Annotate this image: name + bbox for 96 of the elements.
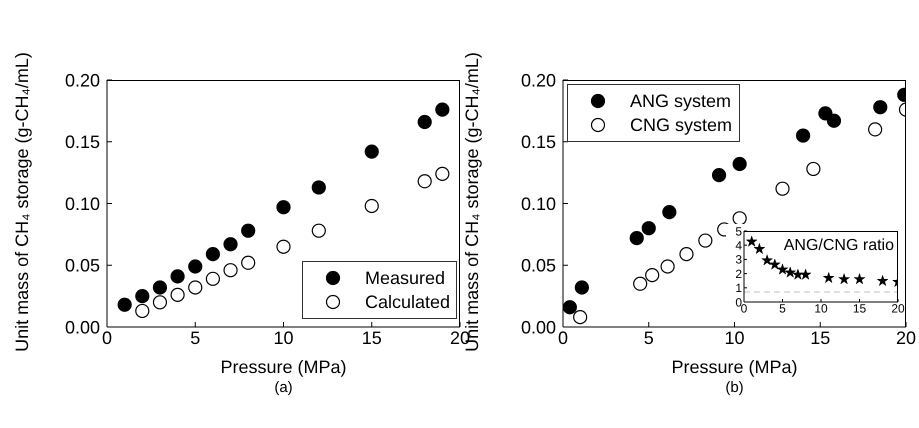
point xyxy=(826,114,842,128)
point xyxy=(800,268,812,280)
point xyxy=(152,280,168,295)
point xyxy=(152,295,168,310)
legend-label: CNG system xyxy=(630,114,732,136)
text: (b) xyxy=(724,379,745,396)
x-tick-label: 10 xyxy=(814,302,828,316)
y-tick-label: 0.20 xyxy=(520,70,556,90)
point xyxy=(645,268,660,282)
point xyxy=(732,156,747,172)
point xyxy=(876,275,888,286)
x-tick-label: 0 xyxy=(102,328,112,348)
x-tick-label: 20 xyxy=(896,328,916,348)
y-tick-label: 4 xyxy=(735,238,742,252)
point xyxy=(712,168,726,182)
point xyxy=(241,256,256,270)
point xyxy=(435,102,450,117)
point xyxy=(679,247,694,262)
point xyxy=(188,280,202,295)
x-axis-title: Pressure (MPa) xyxy=(670,357,799,378)
point xyxy=(868,122,882,136)
text: (a) xyxy=(273,379,294,396)
point xyxy=(135,304,150,318)
point xyxy=(435,166,450,181)
x-tick-label: 20 xyxy=(891,302,905,316)
y-tick-label: 0.10 xyxy=(520,194,556,214)
y-tick-label: 0.15 xyxy=(520,132,556,152)
y-axis-title: Unit mass of CH₄ storage (g-CH₄/mL) xyxy=(12,50,32,354)
y-tick-label: 3 xyxy=(735,252,742,267)
point xyxy=(754,243,766,254)
point xyxy=(563,300,577,314)
x-tick-label: 15 xyxy=(362,328,382,348)
point xyxy=(660,259,675,274)
x-tick-label: 5 xyxy=(779,302,786,316)
point xyxy=(769,258,780,270)
point xyxy=(823,272,834,283)
point xyxy=(873,100,888,114)
point xyxy=(642,221,656,236)
y-tick-label: 0.00 xyxy=(520,317,556,338)
point xyxy=(223,263,238,278)
point xyxy=(276,200,291,214)
point xyxy=(630,230,644,246)
point xyxy=(241,224,256,238)
point xyxy=(312,224,326,238)
y-tick-label: 0.10 xyxy=(64,194,100,214)
x-tick-label: 5 xyxy=(644,328,654,348)
point xyxy=(776,264,788,274)
point xyxy=(276,240,291,254)
x-tick-label: 10 xyxy=(724,328,745,348)
point xyxy=(784,266,796,278)
annotation: ANG/CNG ratio xyxy=(784,237,894,255)
y-tick-label: 5 xyxy=(735,224,742,238)
legend-label: ANG system xyxy=(630,90,732,112)
x-axis-title: Pressure (MPa) xyxy=(219,357,348,378)
point xyxy=(135,289,150,304)
point xyxy=(698,233,712,248)
point xyxy=(633,276,648,291)
x-tick-label: 5 xyxy=(190,328,200,348)
y-tick-label: 2 xyxy=(735,266,742,281)
x-tick-label: 15 xyxy=(810,328,830,348)
point xyxy=(223,237,238,252)
y-tick-label: 0.05 xyxy=(520,256,556,276)
point xyxy=(854,273,866,284)
point xyxy=(418,114,432,130)
point xyxy=(188,259,202,274)
x-tick-label: 0 xyxy=(558,328,568,348)
point xyxy=(118,298,132,312)
point xyxy=(775,182,790,196)
point xyxy=(573,310,588,324)
point xyxy=(761,254,773,266)
legend-label: Measured xyxy=(365,268,446,288)
point xyxy=(364,198,379,214)
point xyxy=(746,236,758,246)
point xyxy=(574,280,589,295)
y-tick-label: 0.15 xyxy=(64,132,100,152)
x-tick-label: 10 xyxy=(273,328,294,348)
point xyxy=(364,144,379,159)
point xyxy=(732,211,747,226)
point xyxy=(206,247,220,262)
y-tick-label: 0.20 xyxy=(64,70,100,90)
point xyxy=(792,268,804,280)
point xyxy=(662,205,676,220)
y-tick-label: 0.00 xyxy=(64,317,100,338)
point xyxy=(838,273,850,284)
point xyxy=(312,180,326,195)
x-tick-label: 15 xyxy=(852,302,866,316)
point xyxy=(170,288,185,302)
point xyxy=(206,272,220,286)
point xyxy=(806,162,820,176)
point xyxy=(418,174,432,188)
point xyxy=(170,269,185,284)
point xyxy=(796,128,810,143)
point xyxy=(818,106,832,120)
y-tick-label: 1 xyxy=(735,281,742,296)
legend-label: Calculated xyxy=(365,292,450,312)
y-tick-label: 0.05 xyxy=(64,256,100,276)
